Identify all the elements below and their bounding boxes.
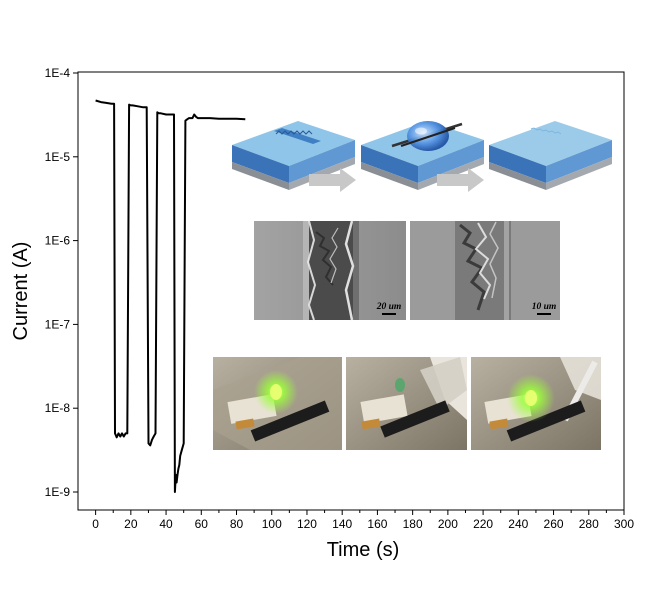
x-tick-label: 300 [614,517,634,531]
x-tick-label: 0 [92,517,99,531]
led-icon [270,384,282,400]
led-photo-off [346,357,467,450]
x-tick-label: 260 [544,517,564,531]
trench-block-droplet [361,121,484,190]
x-tick-label: 280 [579,517,599,531]
plot-frame [77,71,625,511]
x-tick-label: 20 [124,517,138,531]
schematic-inset [232,121,612,192]
x-tick-label: 140 [332,517,352,531]
trench-block-cracked [232,121,355,190]
y-tick-label: 1E-4 [45,66,71,80]
y-tick-label: 1E-8 [45,401,71,415]
y-tick-label: 1E-6 [45,234,71,248]
x-tick-label: 240 [508,517,528,531]
scale-bar-label-20: 20 um [376,302,402,312]
x-tick-label: 160 [367,517,387,531]
led-photo-on [213,357,342,450]
arrow-icon [309,168,356,192]
current-series-line [95,99,246,493]
y-tick-label: 1E-7 [45,317,71,331]
x-axis: 0 20 40 60 80 100 120 140 160 180 200 220 240 260 280 3… [92,510,634,531]
y-axis: 1E-4 1E-5 1E-6 1E-7 1E-8 1E-9 [45,66,78,499]
x-tick-label: 60 [195,517,209,531]
arrow-icon [437,168,484,192]
x-tick-label: 180 [403,517,423,531]
x-tick-label: 220 [473,517,493,531]
sem-image-20um: 20 um [254,220,406,321]
y-axis-title: Current (A) [10,242,32,341]
x-tick-label: 80 [230,517,244,531]
led-photo-healed [471,357,601,450]
scale-bar-label-10: 10 um [532,302,557,312]
sem-image-10um: 10 um [410,221,560,320]
x-axis-title: Time (s) [327,539,400,561]
led-icon [525,390,537,406]
x-tick-label: 200 [438,517,458,531]
x-tick-label: 100 [262,517,282,531]
trench-block-healed [489,121,612,190]
led-icon [395,378,405,392]
y-tick-label: 1E-5 [45,150,71,164]
y-tick-label: 1E-9 [45,485,71,499]
x-tick-label: 40 [159,517,173,531]
x-tick-label: 120 [297,517,317,531]
